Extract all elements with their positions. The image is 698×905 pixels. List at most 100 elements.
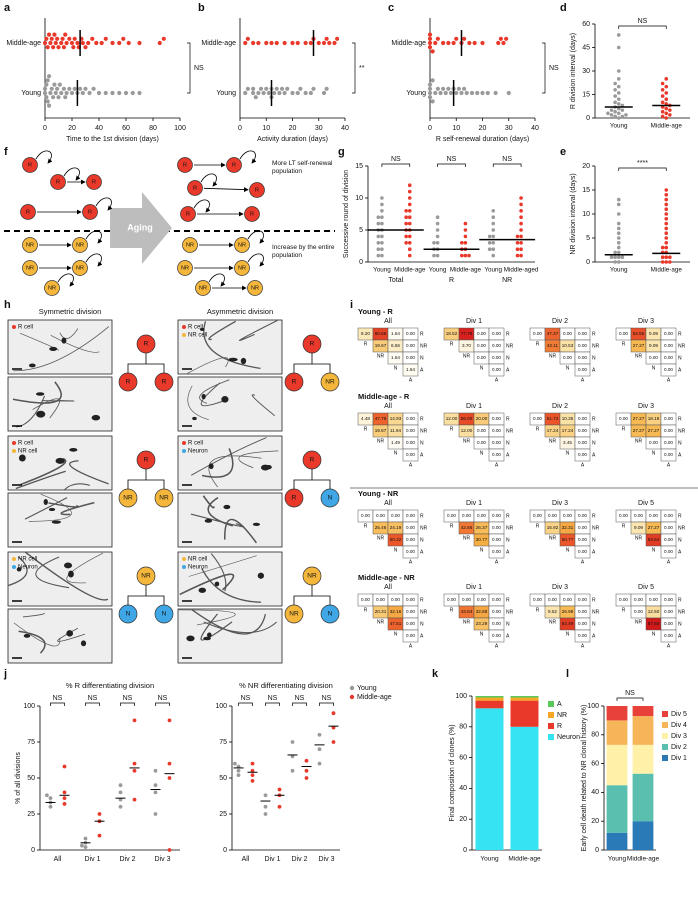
y-tick-label: 40 [459,785,467,792]
dot [121,36,126,41]
cell-node [177,260,193,276]
heatmap-value: 0.00 [406,609,415,614]
significance-label: NS [549,65,559,72]
dot [48,40,53,46]
heatmap-value: 43.84 [461,609,473,614]
dot [435,215,440,219]
heatmap-value: 10.53 [562,343,574,348]
micrograph-process [22,612,45,618]
row-label: R [592,513,596,519]
cell-node-label: R [144,341,149,348]
dot [616,197,621,202]
column-label: N [394,450,398,456]
micrograph-soma [228,357,238,362]
cell-node-label: NR [251,285,259,291]
column-label: A [667,377,671,383]
micrograph-soma [43,499,48,506]
row-label: N [678,440,682,446]
dot [251,40,256,46]
x-tick-label: 0 [428,125,432,132]
dot [616,236,621,240]
cell-node-label: NR [141,573,151,580]
dot [64,90,69,96]
x-axis-label: Time to the 1st division (days) [66,136,159,143]
heatmap-value: 0.00 [664,355,673,360]
significance-bracket [542,42,546,94]
micrograph-process [20,458,67,486]
column-label: R [536,607,540,613]
column-label: N [566,631,570,637]
row-label: N [506,621,510,627]
dot [303,40,308,46]
dot [519,247,523,251]
column-label: A [495,377,499,383]
legend-label: Neuron [188,449,208,455]
legend-label: NR cell [18,557,37,563]
self-renewal-loop [63,167,81,181]
heatmap-value: 50.32 [390,537,402,542]
dot [664,84,669,89]
dot [62,764,67,769]
dot [407,215,412,219]
category-label: Young [373,267,391,274]
annotation-text: Increase by the entire population [272,244,335,259]
row-label: R [592,416,596,422]
significance-label: NS [625,690,635,697]
significance-label: **** [637,160,648,167]
dot [274,40,279,46]
micrograph-soma [66,630,74,637]
micrograph-soma [192,416,197,421]
heatmap-value: 0.00 [492,416,501,421]
micrograph-soma [198,587,207,593]
dot [435,86,440,91]
dot [69,40,75,46]
dot [44,95,49,100]
dot [407,253,412,258]
heatmap-value: 3.45 [563,440,572,445]
column-label: NR [635,619,643,625]
dot [45,45,50,50]
x-axis-label: R self-renewal duration (days) [436,136,529,143]
dot [660,100,665,105]
cell-node-label: NR [76,265,84,271]
matrix-title: Div 1 [466,500,482,507]
column-label: A [581,643,585,649]
dot [430,49,435,54]
dot [272,90,277,96]
heatmap-value: 19.67 [375,428,387,433]
dot [317,732,322,737]
heatmap-value: 0.00 [477,428,486,433]
micrograph [177,376,283,432]
legend-marker [12,325,16,329]
dot [251,86,256,91]
column-label: A [667,643,671,649]
heatmap-value: 0.00 [533,416,542,421]
dot [519,234,523,239]
y-tick-label: 100 [215,703,227,710]
y-tick-label: 100 [455,693,467,700]
heatmap-value: 42.86 [461,525,473,530]
dot [433,40,438,46]
y-tick-label: 80 [459,724,467,731]
column-label: N [480,365,484,371]
bar-segment [475,696,504,698]
dot [435,228,440,232]
legend-marker [12,441,16,445]
dot [427,90,433,96]
heatmap-value: 0.00 [664,452,673,457]
dot [290,768,295,773]
dot [519,196,523,200]
dot [427,40,433,46]
dot [427,82,433,87]
y-tick-label: 0 [223,847,227,854]
category-label: Middle-age [627,856,660,863]
dot [52,32,57,37]
category-label: Div 1 [265,856,281,863]
micrograph [7,492,113,548]
legend-label: Middle-age [357,694,392,701]
y-tick-label: 40 [591,789,599,796]
dot [451,40,456,46]
x-tick-label: 0 [43,125,47,132]
self-renewal-loop [35,150,53,164]
heatmap-value: 0.00 [391,597,400,602]
